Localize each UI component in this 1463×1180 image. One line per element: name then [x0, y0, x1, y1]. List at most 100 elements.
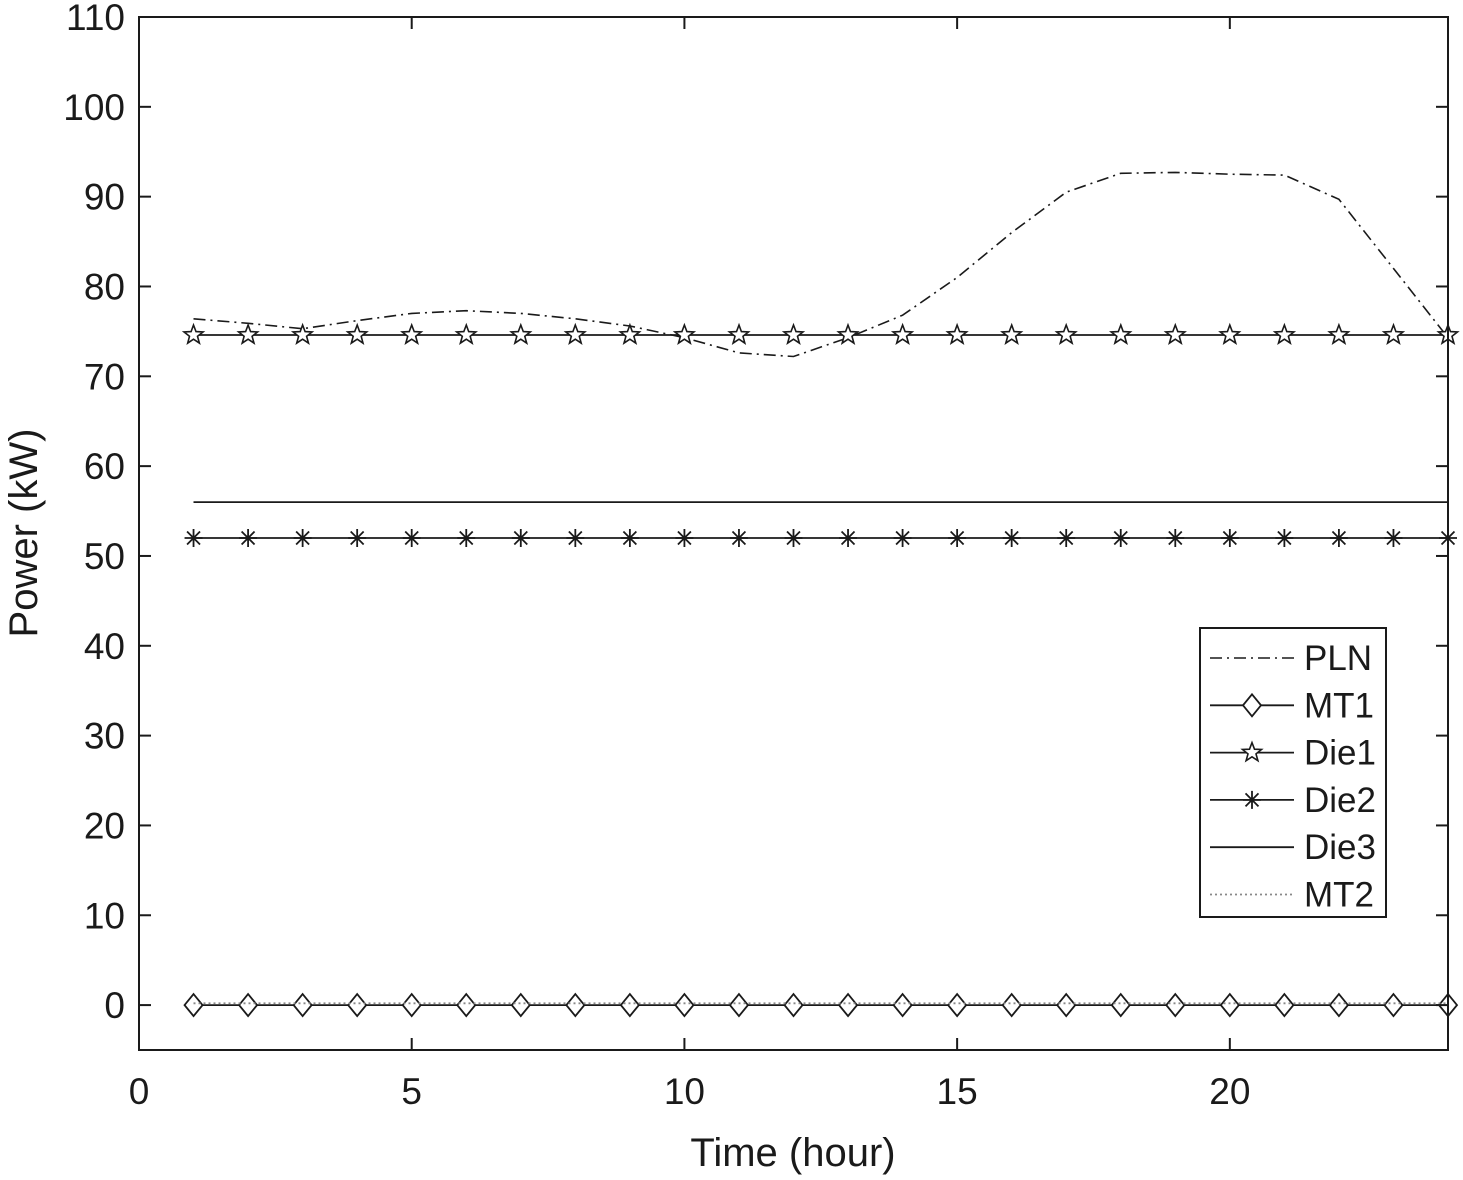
series-die1-point [1272, 322, 1297, 345]
series-die1-point [454, 322, 478, 345]
series-die2-point [1111, 528, 1130, 547]
axis-ticks: 0 10 20 30 40 50 60 70 80 90 100 110 0 5 10 15 20 [63, 0, 1448, 1112]
series-mt1-point [837, 992, 859, 1018]
y-tick-label: 110 [66, 0, 125, 38]
series-die2-point [511, 528, 530, 547]
series-die1-point [1381, 322, 1406, 345]
series-mt1-point [1165, 992, 1186, 1018]
series-die1-point [400, 322, 424, 345]
series-die1-point [1327, 322, 1351, 345]
series-mt1-point [237, 992, 259, 1018]
series-mt1-point [619, 992, 641, 1018]
legend-label-mt1: MT1 [1304, 686, 1374, 725]
series-die1-point [563, 322, 587, 345]
series-die1-point [618, 322, 642, 345]
series-mt1-point [456, 992, 477, 1018]
y-tick-label: 50 [84, 536, 125, 577]
legend-marker-die2 [1243, 790, 1261, 809]
legend: PLN MT1 Die1 Die2 Die3 MT2 [1199, 627, 1387, 918]
legend-box [1199, 627, 1387, 918]
series-mt1-point [1383, 992, 1404, 1018]
series-mt1-point [728, 992, 750, 1018]
series-mt1-point [1001, 992, 1022, 1018]
series-die2-point [566, 528, 585, 547]
legend-entry-die3: Die3 [1210, 828, 1376, 867]
series-die2-point [1057, 528, 1076, 547]
series-die2-point [675, 528, 694, 547]
series-mt1-point [565, 992, 586, 1018]
series-die1-point [890, 322, 915, 345]
series-mt1-point [401, 992, 422, 1018]
series-die2-point [839, 528, 858, 547]
x-tick-label: 0 [129, 1071, 150, 1112]
series-die2-point [457, 528, 476, 547]
series-die1 [181, 322, 1460, 345]
series-die1-point [345, 322, 369, 345]
legend-label-die1: Die1 [1304, 734, 1376, 773]
series-mt1-point [292, 992, 313, 1018]
series-die1-point [290, 322, 315, 345]
y-tick-label: 40 [84, 626, 125, 667]
series-mt1-point [1056, 992, 1077, 1018]
series-mt1-point [946, 992, 968, 1018]
y-tick-label: 10 [84, 895, 125, 936]
series-pln [193, 171, 1449, 358]
series-die2-point [1384, 528, 1403, 547]
x-tick-label: 10 [664, 1071, 705, 1112]
x-tick-label: 20 [1209, 1071, 1250, 1112]
series-die2-point [893, 528, 912, 547]
legend-entry-die1: Die1 [1210, 734, 1376, 773]
series-pln-line [193, 171, 1449, 358]
y-tick-label: 100 [63, 87, 125, 128]
series-die1-point [836, 322, 860, 345]
series-mt1-point [1219, 992, 1240, 1018]
y-tick-label: 80 [84, 266, 125, 307]
series-die2-point [1002, 528, 1021, 547]
series-die2-point [348, 528, 367, 547]
series-die1-point [1218, 322, 1242, 345]
series-die2-point [1329, 528, 1348, 547]
legend-label-die3: Die3 [1304, 828, 1376, 867]
series-die1-point [236, 322, 260, 345]
legend-entry-mt2: MT2 [1210, 876, 1374, 915]
y-tick-label: 70 [84, 356, 125, 397]
x-tick-label: 5 [401, 1071, 422, 1112]
series-die1-point [509, 322, 533, 345]
series-mt1-point [183, 992, 204, 1018]
series-die2-point [402, 528, 421, 547]
legend-entry-pln: PLN [1210, 639, 1372, 678]
y-axis-title: Power (kW) [2, 429, 46, 638]
series-die1-point [1000, 322, 1024, 345]
series-mt1-point [783, 992, 804, 1018]
series-die2-point [1220, 528, 1239, 547]
legend-marker-mt1 [1241, 692, 1263, 718]
series-die2-point [293, 528, 312, 547]
series-mt1-point [347, 992, 368, 1018]
x-axis-title: Time (hour) [690, 1131, 895, 1175]
series-die2-point [948, 528, 967, 547]
series-mt1-point [1328, 992, 1350, 1018]
series-mt1-point [510, 992, 531, 1018]
series-die1-point [727, 322, 751, 345]
legend-entry-die2: Die2 [1210, 781, 1376, 820]
series-mt1-point [674, 992, 695, 1018]
legend-label-pln: PLN [1304, 639, 1372, 678]
legend-label-mt2: MT2 [1304, 876, 1374, 915]
series-die2-point [784, 528, 803, 547]
series-die2-point [184, 528, 203, 547]
series-die2-point [239, 528, 258, 547]
series-die1-point [1109, 322, 1133, 345]
series-die2-point [1275, 528, 1294, 547]
series-die1-point [181, 322, 206, 345]
legend-entry-mt1: MT1 [1210, 686, 1374, 725]
legend-label-die2: Die2 [1304, 781, 1376, 820]
y-tick-label: 20 [84, 805, 125, 846]
series-mt1-point [1110, 992, 1131, 1018]
series-die2 [184, 528, 1457, 547]
legend-marker-die1 [1240, 740, 1264, 763]
series-die2-point [729, 528, 748, 547]
y-tick-label: 90 [84, 177, 125, 218]
y-tick-label: 30 [84, 716, 125, 757]
series-die1-point [1054, 322, 1078, 345]
